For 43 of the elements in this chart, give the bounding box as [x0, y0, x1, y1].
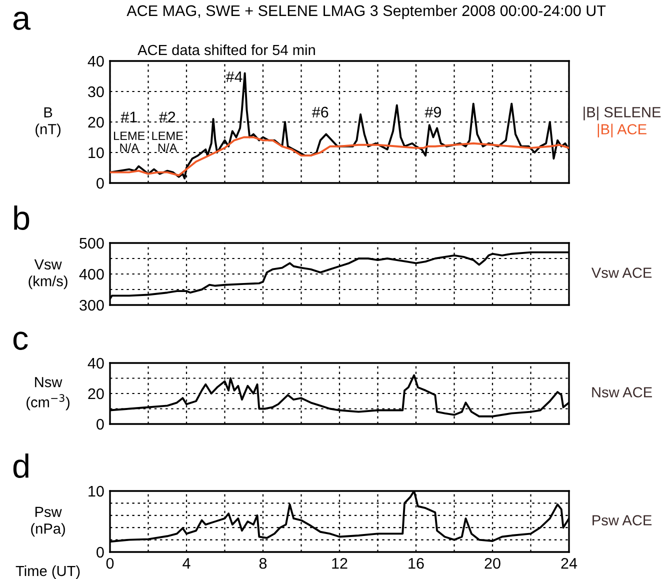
annotation: #1 [120, 112, 137, 122]
x-tick-label: 12 [332, 558, 348, 569]
y-tick-label: 30 [88, 86, 104, 98]
y-tick-label: 0 [96, 178, 104, 189]
y-tick-label: 10 [88, 486, 104, 497]
text: d [13, 453, 28, 478]
y-tick-label: 40 [88, 56, 104, 67]
y-axis-title: Nsw (cm$^{−3}$) [26, 377, 70, 410]
x-axis-title: Time (UT) [16, 565, 80, 579]
series-label: Psw ACE [592, 515, 652, 526]
y-tick-label: 300 [80, 300, 104, 311]
text: |B| ACE [598, 124, 646, 138]
y-tick-label: 10 [88, 147, 104, 158]
x-tick-label: 4 [182, 558, 190, 569]
y-axis-title: Vsw (km/s) [28, 259, 68, 290]
y-tick-label: 0 [96, 418, 104, 430]
chart-subtitle: ACE data shifted for 54 min [138, 44, 315, 56]
annotation: #2 [158, 112, 176, 122]
text: |B| SELENE [584, 106, 661, 120]
y-tick-label: 500 [80, 238, 104, 249]
x-tick-label: 0 [106, 558, 114, 569]
annotation: #4 [226, 72, 242, 82]
x-tick-label: 24 [561, 558, 578, 569]
series-label: Nsw ACE [592, 387, 652, 398]
series-label: Vsw ACE [591, 268, 652, 278]
text: b [14, 205, 30, 230]
annotation: #6 [312, 106, 328, 118]
annotation: LEME N/A [114, 132, 145, 152]
y-tick-label: 20 [88, 388, 104, 400]
x-tick-label: 20 [484, 558, 500, 569]
text: c [13, 332, 28, 350]
y-tick-label: 400 [79, 268, 104, 280]
annotation: #9 [424, 106, 441, 118]
chart-title: ACE MAG, SWE + SELENE LMAG 3 September 2008 00:00-24:00 UT [126, 4, 606, 20]
annotation: LEME N/A [152, 132, 183, 152]
x-tick-label: 16 [408, 558, 424, 569]
y-tick-label: 40 [88, 358, 104, 369]
y-tick-label: 0 [96, 546, 104, 558]
y-axis-title: Psw (nPa) [31, 506, 65, 537]
y-axis-title: B (nT) [36, 107, 60, 138]
text: a [13, 12, 31, 30]
y-tick-label: 20 [88, 116, 104, 128]
x-tick-label: 8 [259, 558, 267, 569]
